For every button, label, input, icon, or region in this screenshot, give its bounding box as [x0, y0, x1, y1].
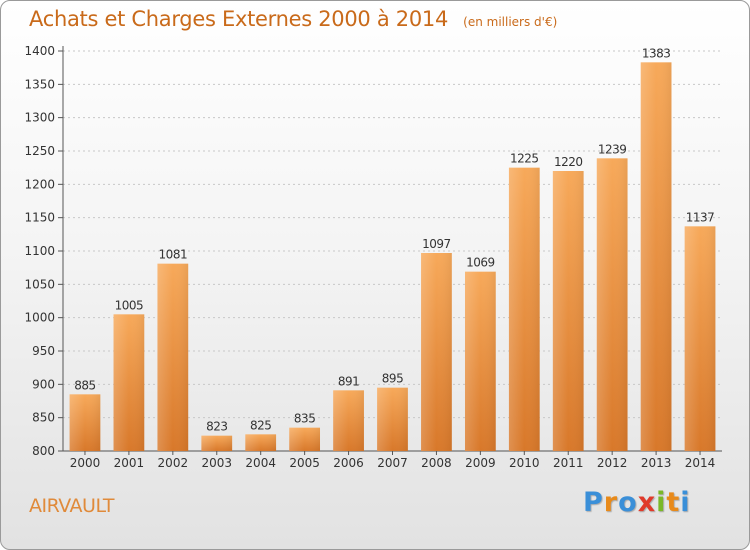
x-tick-label: 2004 [245, 456, 276, 470]
y-tick-label: 1100 [24, 244, 55, 258]
data-label: 1081 [159, 248, 188, 262]
logo-letter: r [603, 487, 619, 518]
bar-shine [552, 171, 584, 451]
bar-shine [421, 253, 452, 451]
data-label: 1220 [554, 155, 583, 169]
x-tick-label: 2009 [465, 456, 496, 470]
logo-letter: i [656, 487, 667, 518]
x-tick-label: 2002 [158, 456, 189, 470]
data-label: 825 [250, 418, 271, 432]
x-tick-label: 2010 [509, 456, 540, 470]
data-label: 1383 [642, 46, 671, 60]
bar-shine [157, 263, 189, 451]
y-tick-label: 1050 [24, 277, 55, 291]
x-tick-label: 2007 [377, 456, 408, 470]
chart-title: Achats et Charges Externes 2000 à 2014 [29, 7, 449, 31]
x-tick-label: 2000 [70, 456, 101, 470]
y-tick-label: 1350 [24, 77, 55, 91]
bar-shine [201, 435, 233, 451]
bar-shine [333, 390, 364, 451]
data-label: 1137 [686, 210, 715, 224]
x-tick-label: 2013 [641, 456, 672, 470]
logo-letter: P [583, 487, 604, 518]
proxiti-logo: Proxiti [583, 487, 691, 518]
y-tick-label: 1250 [24, 144, 55, 158]
data-label: 1005 [115, 298, 144, 312]
y-tick-label: 1000 [24, 311, 55, 325]
logo-letter: x [637, 487, 657, 518]
logo-letter: i [680, 487, 691, 518]
chart-header: Achats et Charges Externes 2000 à 2014 (… [29, 7, 557, 31]
x-tick-label: 2006 [333, 456, 364, 470]
data-label: 823 [206, 420, 227, 434]
y-tick-label: 850 [32, 411, 55, 425]
y-tick-label: 950 [32, 344, 55, 358]
y-tick-label: 1200 [24, 177, 55, 191]
bar-shine [113, 314, 145, 451]
y-tick-label: 1400 [24, 44, 55, 58]
data-labels: 885 1005 1081 823 825 835 891 895 1097 1069 1225 12… [74, 46, 715, 434]
data-label: 1225 [510, 152, 539, 166]
bar-shine [289, 427, 321, 451]
x-tick-label: 2001 [114, 456, 145, 470]
data-label: 1097 [422, 237, 451, 251]
data-label: 835 [294, 412, 315, 426]
x-tick-label: 2005 [289, 456, 320, 470]
data-label: 891 [338, 374, 359, 388]
logo-letter: t [666, 487, 681, 518]
x-tick-label: 2011 [553, 456, 584, 470]
x-tick-label: 2014 [685, 456, 716, 470]
bar-shine [464, 271, 496, 451]
location-label: AIRVAULT [29, 495, 115, 517]
chart-subtitle: (en milliers d'€) [463, 15, 558, 29]
data-label: 1239 [598, 142, 627, 156]
y-tick-label: 1300 [24, 111, 55, 125]
y-tick-label: 1150 [24, 211, 55, 225]
x-tick-label: 2012 [597, 456, 628, 470]
x-tick-label: 2008 [421, 456, 452, 470]
bar-shine [508, 167, 540, 451]
bar-shine [640, 62, 672, 451]
data-label: 895 [382, 372, 403, 386]
logo-letter: o [618, 487, 638, 518]
bars [69, 62, 716, 452]
data-label: 885 [74, 378, 95, 392]
bar-shine [377, 387, 408, 451]
bar-shine [245, 434, 277, 451]
x-tick-label: 2003 [201, 456, 232, 470]
data-label: 1069 [466, 256, 495, 270]
bar-shine [596, 158, 628, 452]
y-tick-label: 800 [32, 444, 55, 458]
bar-shine [69, 394, 101, 451]
y-tick-label: 900 [32, 377, 55, 391]
bar-shine [684, 226, 716, 451]
